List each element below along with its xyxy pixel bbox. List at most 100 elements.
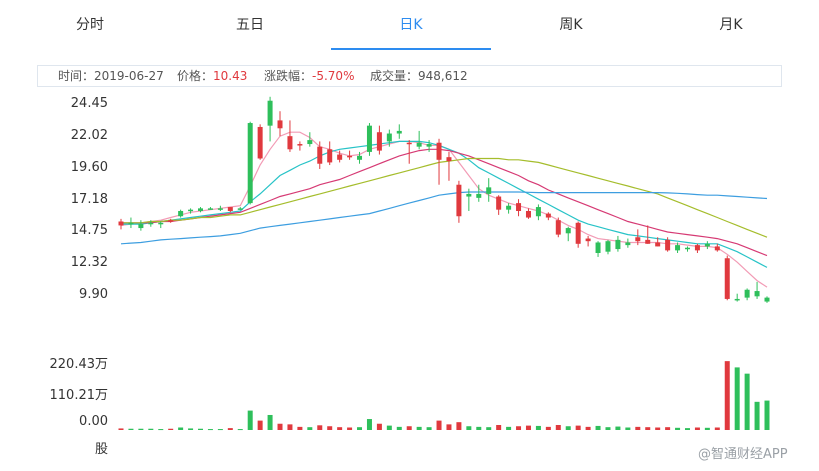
candle-body <box>416 142 422 147</box>
price-tick-label: 22.02 <box>70 128 108 143</box>
candle-body <box>436 142 442 160</box>
candle <box>585 235 591 247</box>
volume-bar <box>436 420 442 430</box>
price-tick-label: 9.90 <box>79 287 108 302</box>
volume-bar <box>426 427 432 430</box>
volume-bar <box>327 426 333 430</box>
candle <box>376 125 382 155</box>
candle <box>645 225 651 244</box>
tab-five-day[interactable]: 五日 <box>236 17 264 33</box>
volume-tick-label: 0.00 <box>79 414 108 429</box>
candle-body <box>675 245 681 251</box>
candle <box>466 188 472 211</box>
volume-bar <box>188 428 194 430</box>
candle <box>704 241 710 250</box>
volume-bar <box>655 427 661 430</box>
candle-body <box>565 228 571 234</box>
volume-bar <box>198 428 204 430</box>
tab-monthly-k[interactable]: 月K <box>719 17 743 33</box>
ma60-line <box>120 191 768 245</box>
candle-body <box>764 297 770 302</box>
candle-body <box>217 208 223 210</box>
info-volume: 成交量：948,612 <box>370 66 468 86</box>
candle <box>535 204 541 221</box>
candle <box>237 207 243 210</box>
volume-bar <box>694 427 700 430</box>
volume-bar <box>396 426 402 430</box>
volume-bar <box>496 424 502 430</box>
volume-unit-label: 股 <box>94 442 108 457</box>
candle <box>307 132 313 147</box>
candle <box>198 207 204 213</box>
info-volume-value: 948,612 <box>418 69 468 83</box>
candle <box>416 130 422 150</box>
volume-bar <box>416 426 422 430</box>
volume-bar <box>307 427 313 430</box>
tab-intraday[interactable]: 分时 <box>76 17 104 33</box>
volume-tick-label: 110.21万 <box>49 388 109 403</box>
candle-body <box>128 222 134 225</box>
volume-bar <box>665 427 671 430</box>
volume-bar <box>506 426 512 430</box>
candle <box>506 203 512 214</box>
quote-info-bar: 时间：2019-06-27 价格：10.43 涨跌幅：-5.70% 成交量：94… <box>37 65 782 87</box>
info-time-label: 时间： <box>58 69 95 83</box>
candle-body <box>118 221 124 226</box>
volume-tick-label: 220.43万 <box>49 357 109 372</box>
candle <box>516 199 522 217</box>
volume-bar <box>516 426 522 430</box>
candle <box>545 212 551 221</box>
candle-body <box>297 144 303 146</box>
volume-bar <box>376 423 382 430</box>
candle-body <box>366 125 372 152</box>
candle-body <box>545 213 551 218</box>
volume-bar <box>168 428 174 430</box>
volume-bar <box>744 373 750 430</box>
candle <box>227 207 233 213</box>
volume-bar <box>287 424 293 430</box>
volume-bar <box>734 367 740 430</box>
info-time-value: 2019-06-27 <box>94 69 164 83</box>
volume-bar <box>317 425 323 430</box>
tab-daily-k[interactable]: 日K <box>331 14 491 50</box>
volume-bar <box>486 427 492 430</box>
volume-bar <box>764 400 770 430</box>
candle <box>486 178 492 202</box>
ma20-line <box>121 148 768 257</box>
candle-body <box>347 155 353 158</box>
candle-body <box>665 239 671 251</box>
volume-bar <box>675 427 681 430</box>
volume-bar <box>535 425 541 430</box>
candle-body <box>516 203 522 211</box>
candle <box>496 195 502 215</box>
candle-body <box>148 222 154 225</box>
volume-bar <box>118 428 124 430</box>
candle <box>207 207 213 210</box>
volume-bar <box>456 422 462 430</box>
candle-body <box>257 126 263 159</box>
candle-body <box>585 238 591 242</box>
price-tick-label: 19.60 <box>70 160 108 175</box>
candle <box>456 180 462 223</box>
tab-weekly-k[interactable]: 周K <box>559 17 583 33</box>
candle-body <box>357 155 363 160</box>
candle-body <box>694 245 700 251</box>
candle-body <box>476 193 482 198</box>
volume-bar <box>406 426 412 430</box>
candle <box>158 221 164 229</box>
candle <box>665 237 671 252</box>
volume-bar <box>565 426 571 430</box>
volume-bar <box>615 426 621 430</box>
volume-bar <box>247 410 253 430</box>
candle <box>148 220 154 227</box>
candle-body <box>307 140 313 145</box>
candle <box>406 140 412 164</box>
candle-body <box>684 247 690 250</box>
candle <box>118 218 124 230</box>
candle-body <box>267 100 273 126</box>
candle-body <box>724 258 730 299</box>
candle <box>277 111 283 137</box>
candle <box>476 184 482 202</box>
candle <box>734 293 740 302</box>
